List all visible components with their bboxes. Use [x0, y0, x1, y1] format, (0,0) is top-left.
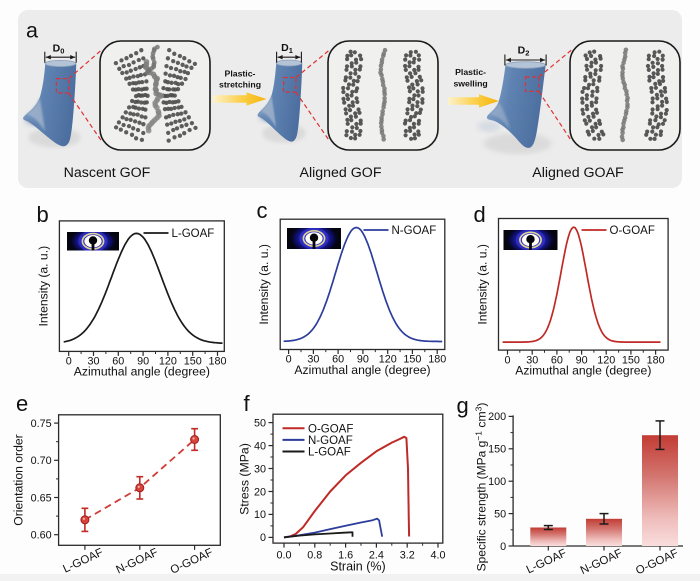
svg-text:a: a — [26, 19, 38, 43]
svg-text:50: 50 — [494, 508, 506, 520]
svg-text:L-GOAF: L-GOAF — [308, 447, 351, 459]
svg-text:D2: D2 — [518, 45, 530, 58]
svg-text:Intensity (a. u.): Intensity (a. u.) — [257, 244, 271, 325]
svg-text:g: g — [457, 393, 469, 418]
svg-text:4.0: 4.0 — [430, 550, 445, 562]
svg-text:60: 60 — [112, 356, 124, 368]
svg-text:O-GOAF: O-GOAF — [610, 225, 655, 237]
svg-text:D1: D1 — [281, 42, 293, 55]
svg-text:2.4: 2.4 — [369, 550, 384, 562]
svg-text:30: 30 — [254, 463, 266, 475]
svg-text:0.60: 0.60 — [31, 530, 52, 542]
svg-text:1.6: 1.6 — [338, 550, 353, 562]
svg-text:90: 90 — [576, 354, 588, 366]
svg-text:150: 150 — [488, 444, 506, 456]
svg-text:Orientation order: Orientation order — [12, 434, 26, 525]
svg-text:Stress (MPa): Stress (MPa) — [238, 443, 252, 515]
svg-text:200: 200 — [488, 411, 506, 423]
svg-text:0: 0 — [500, 541, 506, 553]
svg-text:150: 150 — [622, 354, 640, 366]
svg-text:10: 10 — [254, 509, 266, 521]
svg-text:D0: D0 — [53, 43, 65, 56]
svg-text:60: 60 — [551, 354, 563, 366]
svg-text:N-GOAF: N-GOAF — [308, 435, 353, 447]
svg-text:40: 40 — [254, 440, 266, 452]
svg-text:120: 120 — [597, 354, 615, 366]
svg-text:0.70: 0.70 — [31, 455, 52, 467]
svg-text:180: 180 — [428, 354, 446, 366]
svg-text:0: 0 — [286, 354, 292, 366]
svg-text:150: 150 — [184, 356, 202, 368]
svg-text:Strain (%): Strain (%) — [330, 560, 386, 574]
svg-text:120: 120 — [379, 354, 397, 366]
svg-text:Plastic-: Plastic- — [455, 67, 486, 77]
svg-text:60: 60 — [332, 354, 344, 366]
svg-text:120: 120 — [159, 356, 177, 368]
svg-text:0: 0 — [504, 354, 510, 366]
svg-text:swelling: swelling — [453, 79, 487, 89]
svg-text:Aligned GOAF: Aligned GOAF — [532, 165, 624, 181]
svg-text:Azimuthal angle (degree): Azimuthal angle (degree) — [294, 363, 430, 377]
svg-text:0: 0 — [260, 532, 266, 544]
svg-text:e: e — [16, 391, 28, 416]
svg-text:30: 30 — [87, 356, 99, 368]
svg-text:180: 180 — [208, 356, 226, 368]
svg-text:Azimuthal angle (degree): Azimuthal angle (degree) — [74, 365, 210, 379]
svg-text:150: 150 — [403, 354, 421, 366]
svg-text:O-GOAF: O-GOAF — [308, 423, 353, 435]
svg-text:100: 100 — [488, 476, 506, 488]
svg-text:0.0: 0.0 — [276, 550, 291, 562]
svg-text:stretching: stretching — [219, 79, 261, 89]
svg-text:L-GOAF: L-GOAF — [172, 228, 215, 240]
svg-text:c: c — [257, 198, 268, 223]
svg-text:0.75: 0.75 — [31, 418, 52, 430]
svg-text:90: 90 — [137, 356, 149, 368]
svg-text:90: 90 — [357, 354, 369, 366]
svg-text:180: 180 — [647, 354, 665, 366]
svg-text:N-GOAF: N-GOAF — [392, 225, 437, 237]
svg-text:Plastic-: Plastic- — [225, 68, 256, 78]
svg-text:3.2: 3.2 — [400, 550, 415, 562]
svg-text:Intensity (a. u.): Intensity (a. u.) — [36, 246, 50, 327]
svg-text:f: f — [244, 391, 251, 416]
svg-text:Specific strength (MPa g−1 cm3: Specific strength (MPa g−1 cm3) — [474, 403, 489, 572]
svg-text:0: 0 — [66, 356, 72, 368]
svg-text:50: 50 — [254, 417, 266, 429]
svg-text:d: d — [474, 202, 486, 227]
svg-text:Azimuthal angle (degree): Azimuthal angle (degree) — [515, 363, 651, 377]
svg-text:0.65: 0.65 — [31, 492, 52, 504]
svg-text:0.8: 0.8 — [307, 550, 322, 562]
svg-text:20: 20 — [254, 486, 266, 498]
svg-text:30: 30 — [526, 354, 538, 366]
svg-text:Nascent GOF: Nascent GOF — [64, 165, 151, 181]
svg-text:Intensity (a. u.): Intensity (a. u.) — [476, 244, 490, 325]
svg-text:b: b — [37, 202, 49, 227]
svg-text:30: 30 — [307, 354, 319, 366]
svg-text:Aligned GOF: Aligned GOF — [299, 165, 381, 181]
